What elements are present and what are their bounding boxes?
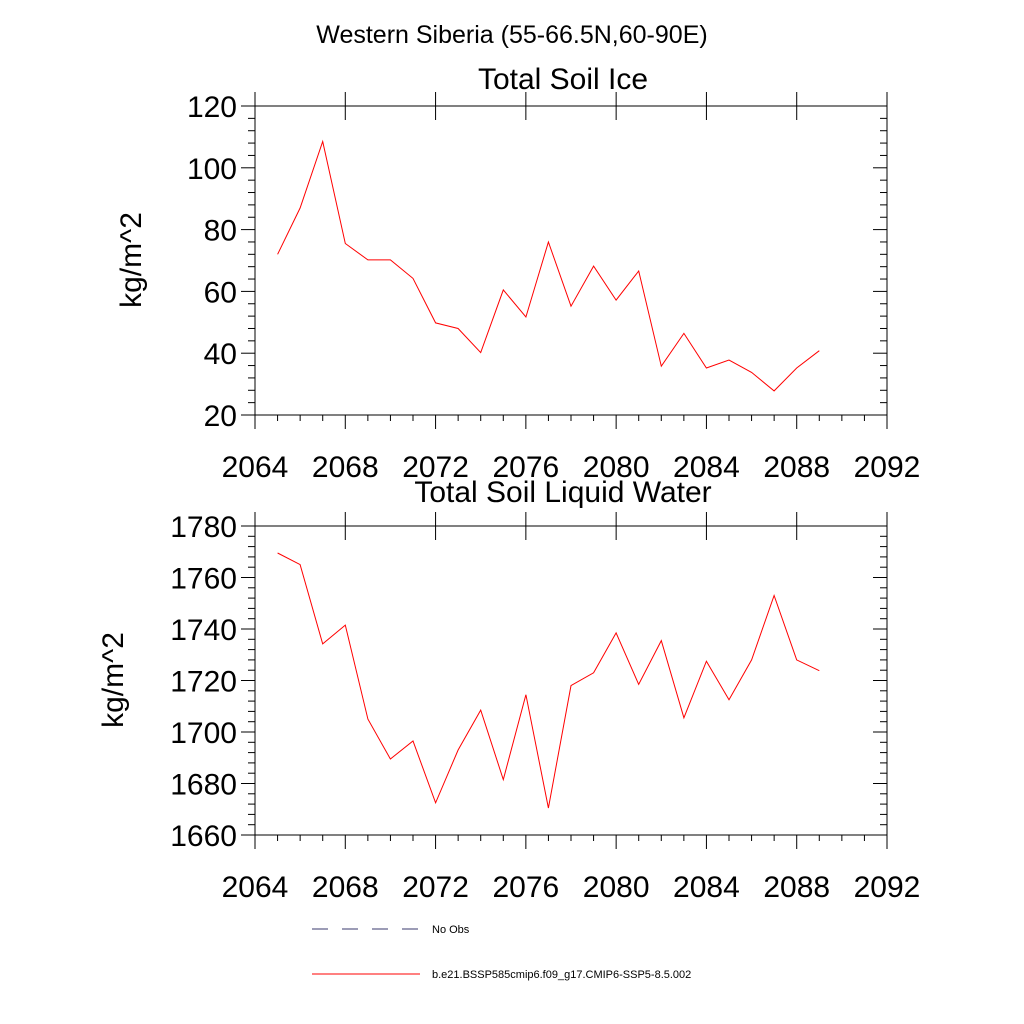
y-tick-label: 100 [187,153,237,186]
x-tick-label: 2084 [673,451,740,484]
x-tick-label: 2088 [763,871,830,904]
panel-total-soil-liquid-water: Total Soil Liquid Water kg/m^2 2064 2068 2… [97,476,920,904]
legend-label-no-obs: No Obs [432,924,470,936]
y-tick-label: 80 [204,215,237,248]
x-tick-label: 2080 [583,451,650,484]
main-title: Western Siberia (55-66.5N,60-90E) [316,21,707,49]
y-tick-label: 120 [187,91,237,124]
y-tick-label: 1740 [170,614,237,647]
x-tick-label: 2064 [222,451,289,484]
y-tick-label: 1680 [170,769,237,802]
y-tick-label: 60 [204,276,237,309]
y-tick-label: 1700 [170,717,237,750]
y-tick-label: 1760 [170,563,237,596]
y-tick-label: 40 [204,338,237,371]
x-tick-label: 2068 [312,871,379,904]
y-tick-label: 1720 [170,666,237,699]
x-tick-label: 2072 [402,451,469,484]
legend-label-model-run: b.e21.BSSP585cmip6.f09_g17.CMIP6-SSP5-8.… [432,969,691,981]
x-tick-label: 2084 [673,871,740,904]
y-tick-label: 1780 [170,511,237,544]
plot-frame [254,525,888,836]
series-line [277,552,820,809]
legend: No Obs b.e21.BSSP585cmip6.f09_g17.CMIP6-… [312,924,691,981]
y-axis-label: kg/m^2 [115,212,148,308]
y-tick-label: 20 [204,400,237,433]
x-tick-label: 2064 [222,871,289,904]
series-line [277,139,820,392]
x-tick-label: 2080 [583,871,650,904]
x-tick-label: 2068 [312,451,379,484]
x-tick-label: 2088 [763,451,830,484]
x-tick-label: 2076 [492,451,559,484]
y-tick-label: 1660 [170,820,237,853]
x-tick-label: 2076 [492,871,559,904]
panel-title: Total Soil Liquid Water [414,476,711,509]
x-tick-label: 2092 [854,451,921,484]
y-axis-label: kg/m^2 [97,632,130,728]
panel-total-soil-ice: Total Soil Ice kg/m^2 2064 2068 2072 2076 20… [115,63,920,484]
plot-frame [254,105,888,416]
panel-title: Total Soil Ice [478,63,648,96]
x-tick-label: 2072 [402,871,469,904]
x-tick-label: 2092 [854,871,921,904]
